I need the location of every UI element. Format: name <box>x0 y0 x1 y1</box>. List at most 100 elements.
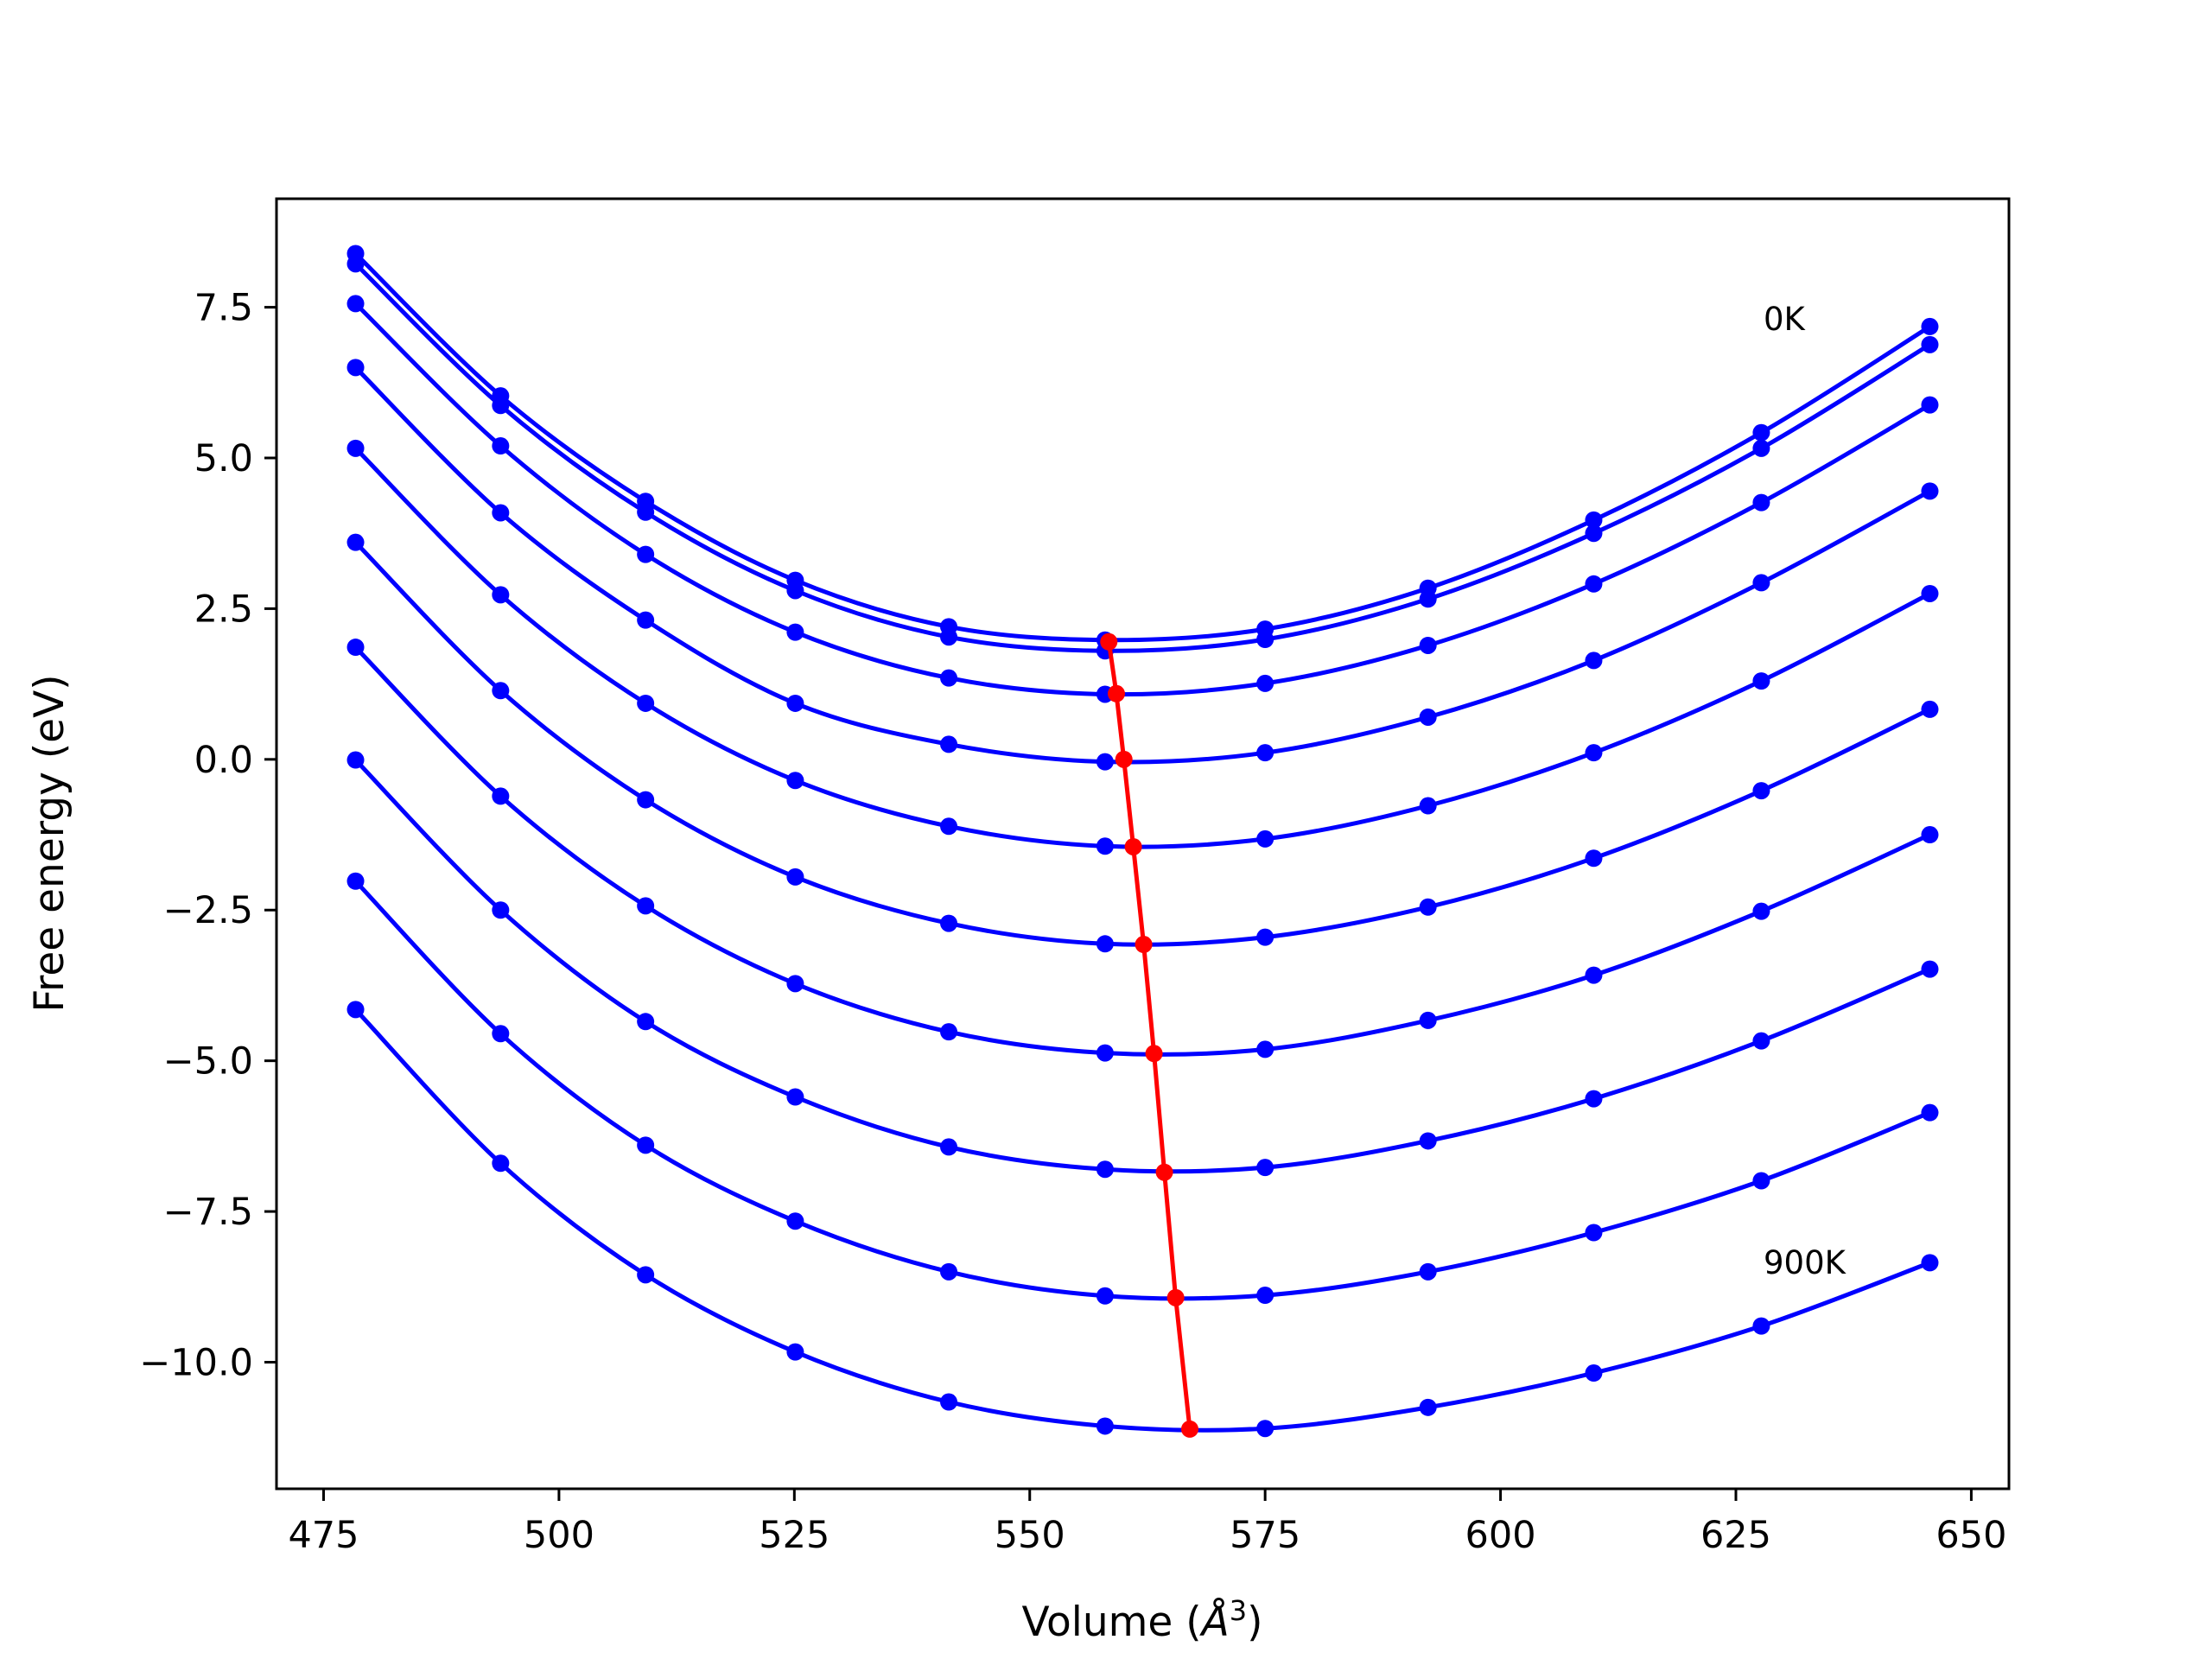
data-point <box>492 901 510 919</box>
y-tick-label: −7.5 <box>163 1191 253 1234</box>
data-point <box>637 545 655 563</box>
y-tick-label: 7.5 <box>194 287 253 330</box>
data-point <box>940 628 958 646</box>
y-tick-label: 0.0 <box>194 739 253 782</box>
data-point <box>492 397 510 415</box>
data-point <box>1585 966 1603 984</box>
minimum-point <box>1115 750 1133 768</box>
data-point <box>637 503 655 521</box>
data-point <box>1585 1090 1603 1108</box>
data-point <box>1921 826 1939 844</box>
data-point <box>492 586 510 604</box>
x-tick-label: 475 <box>288 1514 359 1557</box>
data-point <box>786 582 804 600</box>
x-tick-label: 500 <box>524 1514 594 1557</box>
data-point <box>1752 902 1770 920</box>
data-point <box>1752 1172 1770 1190</box>
data-point <box>1921 700 1939 718</box>
plot-frame <box>275 197 2011 1491</box>
data-point <box>1419 1262 1437 1281</box>
data-point <box>637 694 655 712</box>
y-axis-label: Free energy (eV) <box>26 674 73 1012</box>
data-point <box>1256 1287 1274 1305</box>
minimum-point <box>1180 1420 1198 1438</box>
data-point <box>1921 335 1939 353</box>
y-axis-ticks: 7.5 5.0 2.5 0.0 −2.5 −5.0 −7.5 −10.0 <box>139 287 276 1384</box>
data-point <box>1585 575 1603 593</box>
y-tick-label: −5.0 <box>163 1040 253 1084</box>
data-point <box>1752 574 1770 592</box>
y-tick-label: −10.0 <box>139 1341 253 1384</box>
data-point <box>1096 1417 1114 1435</box>
data-point <box>1921 960 1939 978</box>
x-tick-label: 650 <box>1936 1514 2006 1557</box>
data-point <box>346 359 365 377</box>
data-point <box>940 1023 958 1041</box>
minimum-point <box>1155 1163 1173 1181</box>
minimum-point <box>1145 1045 1163 1063</box>
minimum-point <box>1166 1288 1185 1306</box>
data-point <box>1419 1132 1437 1150</box>
data-point <box>637 1013 655 1031</box>
data-point <box>940 817 958 836</box>
x-axis-label: Volume (Å3) <box>1022 1594 1263 1646</box>
data-point <box>637 611 655 629</box>
data-point <box>786 975 804 993</box>
data-point <box>786 694 804 712</box>
data-point <box>786 1343 804 1361</box>
annotation-0k: 0K <box>1764 301 1807 338</box>
data-point <box>637 1136 655 1154</box>
y-tick-label: 5.0 <box>194 437 253 480</box>
data-point <box>1752 1032 1770 1050</box>
data-point <box>786 772 804 790</box>
data-point <box>1096 837 1114 855</box>
data-point <box>1585 652 1603 670</box>
data-point <box>1256 674 1274 692</box>
annotation-900k: 900K <box>1764 1244 1847 1281</box>
data-point <box>1256 1159 1274 1177</box>
data-point <box>346 872 365 890</box>
data-point <box>940 1393 958 1411</box>
data-point <box>492 682 510 700</box>
data-point <box>637 1266 655 1284</box>
data-point <box>346 639 365 657</box>
data-point <box>1256 928 1274 946</box>
minimum-point <box>1107 684 1125 702</box>
data-point <box>1752 493 1770 512</box>
plot-area <box>276 199 2009 1489</box>
data-point <box>492 1025 510 1043</box>
data-point <box>346 1001 365 1019</box>
data-point <box>346 751 365 769</box>
data-point <box>1419 708 1437 726</box>
data-point <box>1921 482 1939 500</box>
data-point <box>1585 849 1603 868</box>
data-point <box>1752 439 1770 457</box>
data-point <box>492 1154 510 1173</box>
data-point <box>1096 1287 1114 1305</box>
data-point <box>940 914 958 932</box>
minimum-point <box>1124 837 1142 855</box>
data-point <box>492 437 510 455</box>
x-tick-label: 575 <box>1230 1514 1300 1557</box>
data-point <box>940 669 958 687</box>
data-point <box>940 1138 958 1156</box>
data-point <box>1921 1254 1939 1272</box>
data-point <box>1585 1364 1603 1382</box>
data-point <box>346 439 365 457</box>
y-tick-label: −2.5 <box>163 889 253 932</box>
y-tick-label: 2.5 <box>194 588 253 631</box>
data-point <box>940 735 958 753</box>
data-point <box>1921 584 1939 602</box>
data-point <box>492 504 510 522</box>
data-point <box>1419 1011 1437 1029</box>
data-point <box>1256 830 1274 848</box>
x-tick-label: 525 <box>759 1514 830 1557</box>
data-point <box>1585 511 1603 529</box>
x-tick-label: 625 <box>1700 1514 1771 1557</box>
data-point <box>786 868 804 886</box>
data-point <box>1921 1103 1939 1122</box>
data-point <box>1096 753 1114 771</box>
minimum-point <box>1135 936 1153 954</box>
data-point <box>1256 744 1274 762</box>
